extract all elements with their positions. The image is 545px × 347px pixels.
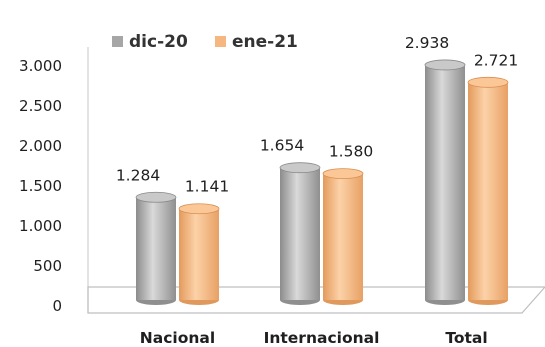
legend-swatch bbox=[112, 36, 123, 47]
x-category-label: Nacional bbox=[140, 329, 215, 347]
y-tick-label: 3.000 bbox=[19, 57, 62, 75]
x-category-label: Total bbox=[445, 329, 487, 347]
data-label: 2.721 bbox=[474, 51, 518, 69]
bar-ene-21-Nacional bbox=[179, 208, 219, 300]
data-label: 1.141 bbox=[185, 178, 229, 196]
data-label: 1.284 bbox=[116, 166, 160, 184]
bar-top bbox=[135, 191, 177, 203]
data-labels: 1.284 1.654 2.938 1.141 1.580 2.721 bbox=[116, 34, 518, 196]
y-axis: 0 500 1.000 1.500 2.000 2.500 3.000 bbox=[19, 57, 62, 315]
bar-dic-20-Internacional bbox=[280, 167, 320, 300]
bar-top bbox=[279, 162, 321, 174]
bar-top bbox=[424, 59, 466, 71]
x-category-label: Internacional bbox=[264, 329, 380, 347]
bar-ene-21-Total bbox=[468, 82, 508, 300]
data-label: 2.938 bbox=[405, 34, 449, 52]
data-label: 1.580 bbox=[329, 143, 373, 161]
legend-label: dic-20 bbox=[129, 32, 188, 52]
plot-frame bbox=[87, 47, 545, 314]
y-tick-label: 2.500 bbox=[19, 97, 62, 115]
data-label: 1.654 bbox=[260, 137, 304, 155]
bar-top bbox=[322, 168, 364, 180]
y-tick-label: 1.000 bbox=[19, 217, 62, 235]
legend-label: ene-21 bbox=[232, 32, 298, 52]
legend: dic-20 ene-21 bbox=[112, 32, 298, 52]
y-tick-label: 2.000 bbox=[19, 137, 62, 155]
bar-top bbox=[467, 76, 509, 88]
bar-dic-20-Nacional bbox=[136, 197, 176, 300]
bars-layer bbox=[135, 59, 509, 305]
bar-ene-21-Internacional bbox=[323, 173, 363, 300]
bar-dic-20-Total bbox=[425, 64, 465, 301]
y-tick-label: 500 bbox=[33, 257, 62, 275]
y-tick-label: 0 bbox=[52, 297, 62, 315]
x-axis: Nacional Internacional Total bbox=[140, 329, 488, 347]
bar-top bbox=[178, 203, 220, 215]
legend-swatch bbox=[215, 36, 226, 47]
y-tick-label: 1.500 bbox=[19, 177, 62, 195]
